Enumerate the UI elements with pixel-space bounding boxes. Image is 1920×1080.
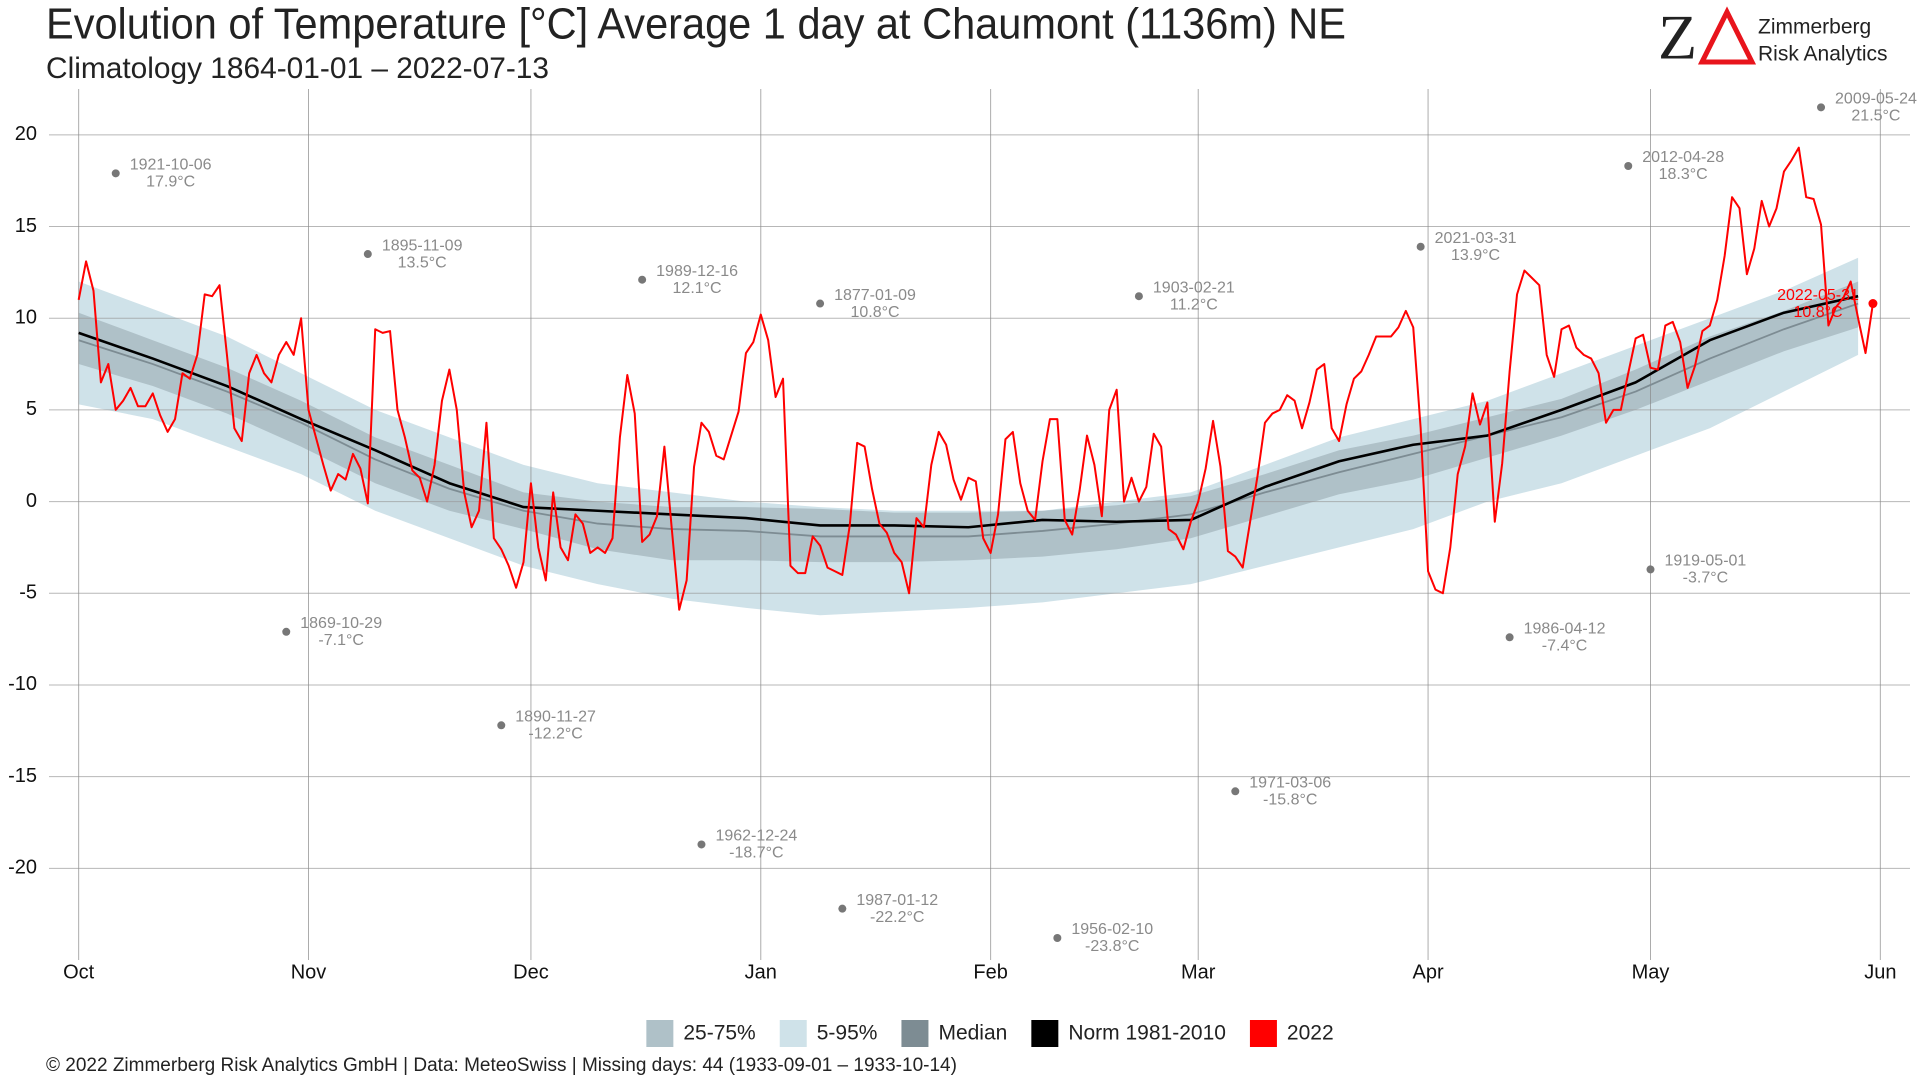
record-date: 2012-04-28 [1642, 149, 1724, 166]
record-date: 1919-05-01 [1664, 553, 1746, 570]
y-tick-label: 20 [15, 123, 37, 145]
y-tick-label: -15 [8, 765, 37, 787]
y-tick-label: 5 [26, 398, 37, 420]
x-tick-label: Jan [745, 961, 777, 983]
y-tick-label: -10 [8, 673, 37, 695]
x-tick-label: Dec [513, 961, 549, 983]
record-point [282, 627, 291, 636]
record-point [1505, 633, 1514, 642]
line [78, 302, 1859, 538]
legend-swatch [646, 1020, 674, 1047]
logo-name: Zimmerberg [1758, 16, 1871, 39]
x-tick-label: Jun [1864, 961, 1896, 983]
y-tick-label: -5 [19, 582, 37, 604]
chart-title: Evolution of Temperature [°C] Average 1 … [46, 0, 1346, 49]
record-date: 1986-04-12 [1524, 620, 1606, 637]
record-value: 21.5°C [1851, 108, 1900, 125]
record-date: 1890-11-27 [515, 709, 596, 726]
legend-item: 25-75% [646, 1020, 756, 1047]
band [78, 281, 1859, 563]
chart-subtitle: Climatology 1864-01-01 – 2022-07-13 [46, 52, 549, 85]
record-point [697, 840, 706, 849]
record-date: 1895-11-09 [382, 237, 463, 254]
y-tick-label: 15 [15, 215, 37, 237]
record-value: -12.2°C [528, 726, 582, 743]
logo-triangle [1697, 6, 1757, 65]
x-tick-label: May [1632, 961, 1670, 983]
line [78, 294, 1859, 529]
record-point [1231, 787, 1240, 796]
record-point [1624, 162, 1633, 171]
x-tick-label: Mar [1181, 961, 1216, 983]
footer: © 2022 Zimmerberg Risk Analytics GmbH | … [46, 1055, 957, 1076]
record-point [363, 250, 372, 259]
legend-label: Median [938, 1022, 1007, 1045]
record-point [1134, 292, 1143, 301]
x-tick-label: Oct [63, 961, 95, 983]
legend: 25-75% 5-95% Median Norm 1981-2010 2022 [646, 1020, 1334, 1047]
y-tick-label: 10 [15, 306, 37, 328]
record-point [1053, 933, 1062, 942]
record-point [638, 275, 647, 284]
end-date-label: 2022-05-31 [1777, 287, 1859, 304]
record-date: 1971-03-06 [1249, 775, 1331, 792]
record-date: 1962-12-24 [715, 828, 797, 845]
record-point [497, 721, 506, 730]
record-value: 10.8°C [850, 304, 899, 321]
record-date: 2021-03-31 [1435, 230, 1517, 247]
legend-swatch [779, 1020, 807, 1047]
record-date: 1989-12-16 [656, 263, 738, 280]
record-date: 1903-02-21 [1153, 279, 1235, 296]
plot-area: 20 15 10 5 0 -5 -10 -15 -20 Oct Nov Dec Jan Feb Mar Apr… [8, 89, 1917, 983]
record-point [1416, 242, 1425, 251]
record-point [816, 299, 825, 308]
record-value: -22.2°C [870, 909, 924, 926]
end-value-label: 10.8°C [1793, 304, 1842, 321]
record-date: 1987-01-12 [856, 892, 938, 909]
line [77, 146, 1874, 611]
legend-item: 2022 [1249, 1020, 1334, 1047]
y-tick-label: -20 [8, 857, 37, 879]
y-tick-label: 0 [26, 490, 37, 512]
record-date: 1956-02-10 [1071, 921, 1153, 938]
legend-label: 25-75% [683, 1022, 755, 1045]
record-value: 13.5°C [398, 254, 447, 271]
legend-item: 5-95% [779, 1020, 878, 1047]
legend-label: 2022 [1287, 1022, 1334, 1045]
record-point [111, 169, 120, 178]
logo-sub: Risk Analytics [1758, 43, 1888, 66]
x-tick-label: Feb [973, 961, 1007, 983]
legend-label: Norm 1981-2010 [1068, 1022, 1226, 1045]
record-point [1646, 565, 1655, 574]
record-value: 11.2°C [1170, 296, 1218, 313]
legend-item: Median [901, 1020, 1007, 1047]
record-value: -3.7°C [1683, 570, 1729, 587]
record-date: 1869-10-29 [300, 615, 382, 632]
record-value: 18.3°C [1659, 166, 1708, 183]
record-value: -18.7°C [729, 845, 783, 862]
logo-mark: Z [1658, 2, 1697, 73]
record-date: 1921-10-06 [130, 157, 212, 174]
legend-label: 5-95% [817, 1022, 878, 1045]
record-value: -7.1°C [318, 632, 364, 649]
legend-swatch [901, 1020, 929, 1047]
record-value: 13.9°C [1451, 247, 1500, 264]
x-tick-label: Apr [1413, 961, 1444, 983]
record-value: -23.8°C [1085, 938, 1139, 955]
legend-swatch [1031, 1020, 1059, 1047]
record-value: -7.4°C [1542, 637, 1588, 654]
record-point [838, 904, 847, 913]
record-date: 2009-05-24 [1835, 91, 1917, 108]
logo: Z Zimmerberg Risk Analytics [1658, 2, 1888, 73]
record-date: 1877-01-09 [834, 287, 916, 304]
record-point [1817, 103, 1826, 112]
end-point [1868, 299, 1878, 309]
x-tick-label: Nov [291, 961, 327, 983]
legend-swatch [1249, 1020, 1277, 1047]
record-value: -15.8°C [1263, 792, 1317, 809]
record-value: 17.9°C [146, 174, 195, 191]
legend-item: Norm 1981-2010 [1031, 1020, 1226, 1047]
record-value: 12.1°C [673, 280, 722, 297]
